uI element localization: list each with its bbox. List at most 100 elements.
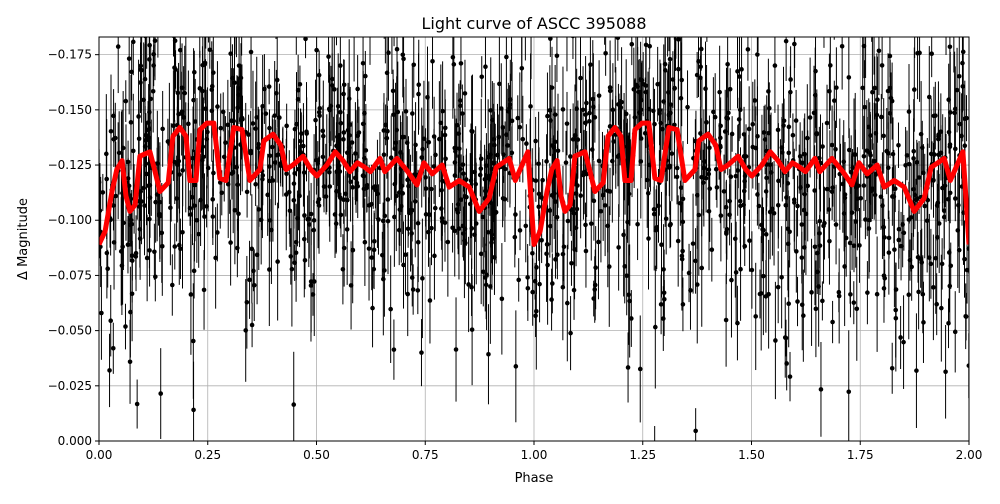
data-point: [415, 220, 421, 226]
data-point: [746, 126, 752, 132]
data-point: [432, 205, 438, 211]
data-point: [874, 112, 880, 118]
data-point: [912, 87, 917, 92]
data-point: [633, 82, 639, 88]
data-point: [907, 161, 912, 167]
data-point: [964, 267, 969, 273]
data-point: [947, 44, 953, 50]
data-point: [783, 202, 789, 208]
data-point: [583, 112, 588, 117]
data-point: [497, 81, 502, 87]
data-point: [265, 192, 270, 198]
data-point: [571, 287, 577, 293]
data-point: [272, 113, 277, 118]
data-point: [679, 77, 685, 83]
data-point: [534, 308, 539, 314]
data-point: [186, 121, 191, 127]
data-point: [340, 266, 346, 272]
data-point: [276, 152, 281, 157]
data-point: [192, 69, 197, 75]
data-point: [607, 124, 613, 129]
data-point: [150, 88, 156, 94]
data-point: [443, 156, 448, 162]
data-point: [388, 306, 393, 312]
data-point: [569, 260, 574, 266]
x-tick-label: 0.25: [194, 448, 221, 462]
data-point: [427, 298, 433, 303]
data-point: [363, 148, 369, 153]
data-point: [870, 89, 875, 95]
data-point: [275, 259, 280, 264]
data-point: [352, 175, 358, 181]
data-point: [581, 172, 586, 178]
observation-points: [99, 0, 969, 441]
data-point: [776, 178, 781, 184]
data-point: [818, 387, 824, 392]
data-point: [456, 226, 462, 231]
data-point: [632, 115, 638, 120]
data-point: [943, 369, 948, 375]
data-point: [678, 200, 683, 206]
data-point: [182, 90, 188, 96]
data-point: [99, 310, 104, 316]
data-point: [658, 302, 664, 307]
data-point: [693, 428, 698, 434]
data-point: [718, 213, 724, 218]
data-point: [366, 246, 372, 251]
data-point: [294, 0, 299, 2]
data-point: [267, 164, 272, 169]
data-point: [795, 203, 800, 209]
data-point: [410, 111, 415, 116]
data-point: [213, 255, 218, 261]
data-point: [547, 208, 553, 213]
data-point: [141, 97, 146, 103]
data-point: [952, 26, 957, 31]
data-point: [619, 99, 624, 105]
data-point: [159, 244, 165, 249]
data-point: [548, 37, 553, 41]
data-point: [725, 116, 731, 121]
data-point: [802, 245, 807, 250]
data-point: [160, 126, 165, 132]
data-point: [495, 152, 500, 158]
data-point: [327, 184, 333, 189]
data-point: [858, 195, 864, 201]
data-point: [423, 186, 429, 191]
data-point: [627, 298, 632, 304]
data-point: [484, 272, 489, 278]
data-point: [215, 104, 220, 109]
data-point: [171, 123, 176, 129]
data-point: [456, 131, 462, 136]
data-point: [918, 256, 923, 262]
data-point: [786, 124, 792, 130]
data-point: [420, 146, 425, 152]
data-point: [274, 77, 280, 83]
data-point: [248, 49, 254, 55]
data-point: [486, 351, 491, 357]
data-point: [116, 150, 122, 156]
data-point: [887, 53, 893, 59]
data-point: [119, 263, 125, 268]
data-point: [400, 52, 406, 58]
data-point: [898, 335, 903, 340]
data-point: [191, 338, 196, 344]
data-point: [922, 203, 928, 209]
data-point: [643, 89, 649, 95]
data-point: [104, 250, 110, 256]
data-point: [892, 247, 897, 252]
data-point: [711, 109, 716, 115]
data-point: [564, 121, 570, 126]
data-point: [866, 226, 872, 231]
data-point: [175, 162, 180, 167]
data-point: [841, 211, 847, 216]
data-point: [123, 98, 129, 104]
data-point: [381, 276, 386, 282]
data-point: [737, 74, 742, 79]
data-point: [729, 277, 734, 283]
data-point: [904, 153, 910, 158]
data-point: [234, 18, 239, 23]
data-point: [685, 104, 690, 110]
data-point: [756, 203, 762, 209]
data-point: [623, 111, 629, 117]
data-point: [127, 359, 133, 365]
